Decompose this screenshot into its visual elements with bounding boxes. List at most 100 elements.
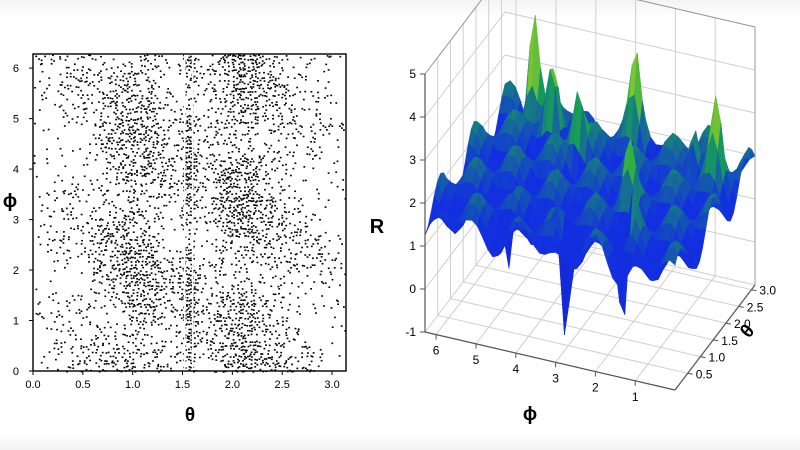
scatter-point xyxy=(109,168,112,171)
scatter-point xyxy=(210,355,213,357)
scatter-point xyxy=(241,288,244,290)
scatter-point xyxy=(118,148,121,151)
scatter-point xyxy=(234,345,237,348)
scatter-point xyxy=(139,327,142,329)
scatter-point xyxy=(222,292,224,294)
scatter-point xyxy=(54,199,56,202)
scatter-point xyxy=(199,339,202,341)
scatter-point xyxy=(128,282,131,285)
scatter-point xyxy=(244,190,246,193)
scatter-point xyxy=(57,90,60,93)
scatter-point xyxy=(95,338,98,340)
scatter-point xyxy=(265,358,268,360)
scatter-point xyxy=(105,199,107,201)
scatter-point xyxy=(242,164,244,166)
scatter-point xyxy=(256,229,259,232)
scatter-point xyxy=(193,370,195,373)
scatter-point xyxy=(242,198,244,200)
scatter-point xyxy=(270,369,273,371)
scatter-point xyxy=(127,215,130,218)
scatter-point xyxy=(180,216,183,219)
scatter-point xyxy=(261,353,264,355)
scatter-point xyxy=(136,252,138,255)
scatter-point xyxy=(248,316,251,318)
scatter-point xyxy=(285,163,287,166)
scatter-point xyxy=(274,90,277,92)
scatter-point xyxy=(193,120,195,122)
scatter-point xyxy=(231,164,234,166)
scatter-point xyxy=(216,320,219,322)
scatter-point xyxy=(92,243,95,246)
scatter-point xyxy=(310,360,313,363)
scatter-point xyxy=(147,163,150,166)
scatter-point xyxy=(239,213,241,216)
scatter-point xyxy=(344,273,347,276)
scatter-point xyxy=(171,186,174,188)
scatter-point xyxy=(336,139,339,141)
scatter-point xyxy=(250,308,253,311)
scatter-point xyxy=(187,337,189,339)
scatter-point xyxy=(269,314,271,316)
scatter-point xyxy=(48,238,51,241)
scatter-point xyxy=(249,140,251,143)
scatter-point xyxy=(249,344,252,347)
scatter-point xyxy=(115,118,118,121)
scatter-point xyxy=(254,101,256,103)
scatter-point xyxy=(240,346,243,348)
scatter-point xyxy=(296,311,299,313)
scatter-point xyxy=(227,292,229,294)
scatter-point xyxy=(168,201,171,203)
scatter-point xyxy=(172,306,175,309)
scatter-point xyxy=(127,196,130,198)
scatter-point xyxy=(123,257,126,260)
scatter-point xyxy=(272,95,275,97)
scatter-point xyxy=(268,147,271,150)
scatter-point xyxy=(197,335,199,337)
scatter-point xyxy=(220,57,223,60)
scatter-point xyxy=(179,251,182,253)
scatter-point xyxy=(220,229,223,232)
scatter-point xyxy=(266,328,269,331)
scatter-point xyxy=(281,243,284,245)
scatter-point xyxy=(301,346,304,348)
scatter-point xyxy=(146,256,149,258)
scatter-point xyxy=(48,351,51,353)
scatter-point xyxy=(308,254,311,256)
scatter-point xyxy=(238,196,240,198)
scatter-point xyxy=(145,97,148,100)
scatter-point xyxy=(246,325,249,327)
scatter-point xyxy=(112,303,115,306)
scatter-point xyxy=(193,201,196,204)
scatter-point xyxy=(147,243,150,245)
scatter-point xyxy=(147,87,150,90)
scatter-point xyxy=(186,116,189,118)
scatter-point xyxy=(204,168,207,171)
scatter-point xyxy=(271,79,274,82)
scatter-point xyxy=(231,100,234,103)
scatter-point xyxy=(186,122,189,124)
scatter-point xyxy=(137,288,140,290)
scatter-point xyxy=(108,228,110,230)
scatter-point xyxy=(331,125,334,127)
scatter-point xyxy=(190,288,192,290)
scatter-point xyxy=(177,282,180,284)
scatter-point xyxy=(46,148,48,151)
scatter-point xyxy=(251,69,254,71)
scatter-point xyxy=(80,89,82,92)
scatter-point xyxy=(308,108,311,111)
scatter-point xyxy=(143,344,145,347)
scatter-point xyxy=(315,113,318,115)
scatter-y-tick-label: 4 xyxy=(13,164,19,176)
scatter-point xyxy=(109,153,112,156)
scatter-point xyxy=(161,312,164,315)
scatter-point xyxy=(283,255,286,258)
scatter-point xyxy=(149,116,152,119)
scatter-point xyxy=(217,173,219,175)
scatter-point xyxy=(252,344,255,347)
scatter-point xyxy=(140,111,143,113)
scatter-point xyxy=(254,73,257,75)
scatter-point xyxy=(71,360,74,362)
scatter-point xyxy=(131,211,133,213)
scatter-point xyxy=(158,193,161,195)
scatter-point xyxy=(129,132,132,135)
